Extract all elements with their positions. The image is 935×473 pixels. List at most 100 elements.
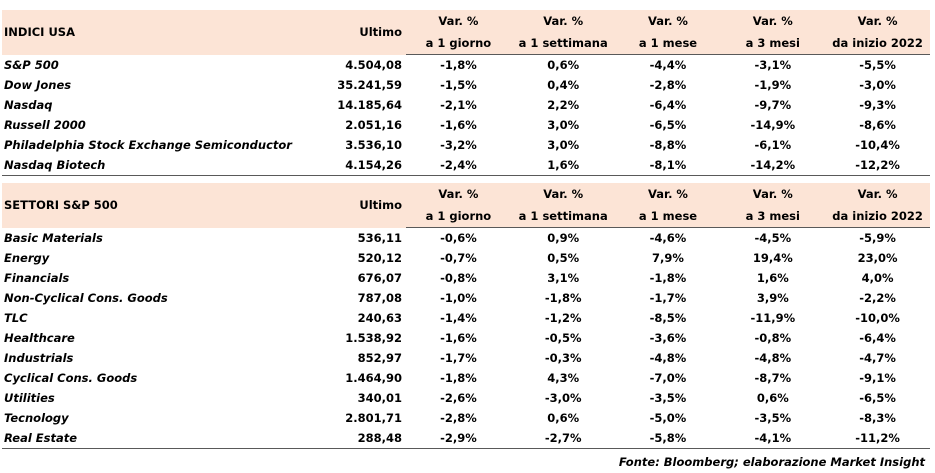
header-row: SETTORI S&P 500 Ultimo Var. % Var. % Var. % V… bbox=[2, 183, 930, 228]
table-header: INDICI USA Ultimo Var. % Var. % Var. % Var. %… bbox=[2, 10, 930, 55]
cell: 1,6% bbox=[510, 155, 616, 176]
cell: -5,8% bbox=[615, 428, 721, 449]
cell: 3.536,10 bbox=[345, 138, 402, 152]
cell: -10,4% bbox=[855, 138, 900, 152]
cell: -3,5% bbox=[754, 411, 792, 425]
row-label: Utilities bbox=[4, 391, 55, 405]
cell: 340,01 bbox=[357, 391, 402, 405]
row-label: Real Estate bbox=[2, 428, 332, 449]
column-header: Var. % bbox=[510, 183, 616, 205]
header-row: a 1 giorno a 1 settimana a 1 mese a 3 mesi d… bbox=[2, 32, 930, 55]
cell: -14,9% bbox=[750, 118, 796, 132]
cell: -0,3% bbox=[544, 351, 582, 365]
row-label: Financials bbox=[4, 271, 70, 285]
cell: -6,1% bbox=[754, 138, 792, 152]
row-label: Industrials bbox=[4, 351, 74, 365]
cell: 0,9% bbox=[547, 231, 580, 245]
cell: -7,0% bbox=[649, 371, 687, 385]
row-label: Tecnology bbox=[4, 411, 69, 425]
table-row: Cyclical Cons. Goods 1.464,90 -1,8% 4,3% -7,… bbox=[2, 368, 930, 388]
table-row: Real Estate 288,48 -2,9% -2,7% -5,8% -4,1% -11… bbox=[2, 428, 930, 449]
column-header: a 1 giorno bbox=[406, 32, 511, 55]
row-label: Russell 2000 bbox=[4, 118, 86, 132]
cell: 2.051,16 bbox=[345, 118, 402, 132]
cell: -4,5% bbox=[754, 231, 792, 245]
cell: 0,5% bbox=[547, 251, 580, 265]
cell: -2,7% bbox=[510, 428, 616, 449]
cell: -3,0% bbox=[544, 391, 582, 405]
cell: 4.154,26 bbox=[332, 155, 406, 176]
cell: -1,9% bbox=[754, 78, 792, 92]
cell: 0,6% bbox=[547, 411, 580, 425]
table-row: Utilities 340,01 -2,6% -3,0% -3,5% 0,6% -6,5% bbox=[2, 388, 930, 408]
cell: -3,6% bbox=[649, 331, 687, 345]
cell: -4,8% bbox=[754, 351, 792, 365]
source-note: Fonte: Bloomberg; elaborazione Market In… bbox=[618, 455, 925, 469]
header-row: a 1 giorno a 1 settimana a 1 mese a 3 mesi d… bbox=[2, 205, 930, 228]
cell: 0,4% bbox=[547, 78, 580, 92]
cell: 7,9% bbox=[652, 251, 684, 265]
cell: -5,5% bbox=[859, 58, 896, 72]
cell: -6,5% bbox=[859, 391, 896, 405]
cell: 35.241,59 bbox=[337, 78, 402, 92]
table-row: Dow Jones 35.241,59 -1,5% 0,4% -2,8% -1,9% -3,… bbox=[2, 75, 930, 95]
cell: 1.538,92 bbox=[345, 331, 402, 345]
cell: -6,4% bbox=[649, 98, 687, 112]
cell: 536,11 bbox=[357, 230, 402, 245]
column-header: a 3 mesi bbox=[720, 205, 826, 228]
cell: -2,2% bbox=[859, 291, 896, 305]
cell: -1,4% bbox=[440, 311, 477, 325]
cell: 3,1% bbox=[547, 271, 580, 285]
cell: 0,6% bbox=[547, 58, 580, 72]
cell: -0,8% bbox=[440, 271, 477, 285]
cell: -0,8% bbox=[754, 331, 792, 345]
table-body: S&P 500 4.504,08 -1,8% 0,6% -4,4% -3,1% -5,5% D… bbox=[2, 55, 930, 176]
cell: -1,6% bbox=[440, 331, 477, 345]
cell: -9,7% bbox=[754, 98, 792, 112]
cell: -12,2% bbox=[825, 155, 930, 176]
cell: -0,6% bbox=[440, 231, 477, 245]
column-header: Var. % bbox=[825, 10, 930, 32]
column-header: a 1 settimana bbox=[510, 205, 616, 228]
cell: -1,7% bbox=[649, 291, 687, 305]
cell: 4,3% bbox=[547, 371, 580, 385]
data-table: SETTORI S&P 500 Ultimo Var. % Var. % Var. % V… bbox=[2, 183, 930, 449]
cell: 3,0% bbox=[547, 118, 580, 132]
cell: 240,63 bbox=[357, 311, 402, 325]
cell: 3,0% bbox=[547, 138, 580, 152]
column-header: Ultimo bbox=[332, 10, 406, 55]
cell: -4,6% bbox=[649, 231, 687, 245]
cell: -2,8% bbox=[440, 411, 477, 425]
cell: 1,6% bbox=[756, 271, 789, 285]
cell: -1,0% bbox=[440, 291, 477, 305]
column-header: Var. % bbox=[825, 183, 930, 205]
cell: 4.504,08 bbox=[345, 57, 402, 72]
cell: -2,4% bbox=[406, 155, 511, 176]
table-row: TLC 240,63 -1,4% -1,2% -8,5% -11,9% -10,0% bbox=[2, 308, 930, 328]
cell: -1,8% bbox=[440, 371, 477, 385]
column-header: Var. % bbox=[615, 10, 721, 32]
table-row: S&P 500 4.504,08 -1,8% 0,6% -4,4% -3,1% -5,5% bbox=[2, 55, 930, 76]
cell: -8,3% bbox=[859, 411, 896, 425]
row-label: Non-Cyclical Cons. Goods bbox=[4, 291, 168, 305]
table-row: Nasdaq Biotech 4.154,26 -2,4% 1,6% -8,1% -14,… bbox=[2, 155, 930, 176]
cell: -1,2% bbox=[544, 311, 582, 325]
cell: -4,4% bbox=[649, 58, 687, 72]
column-header: Ultimo bbox=[332, 183, 406, 228]
cell: -2,9% bbox=[406, 428, 511, 449]
row-label: Philadelphia Stock Exchange Semiconducto… bbox=[4, 138, 292, 152]
cell: -1,8% bbox=[649, 271, 687, 285]
cell: -6,5% bbox=[649, 118, 687, 132]
cell: -3,5% bbox=[649, 391, 687, 405]
cell: -5,9% bbox=[859, 231, 896, 245]
row-label: S&P 500 bbox=[4, 57, 59, 72]
cell: -10,0% bbox=[855, 311, 900, 325]
row-label: Energy bbox=[4, 251, 50, 265]
data-table: INDICI USA Ultimo Var. % Var. % Var. % Var. %… bbox=[2, 10, 930, 176]
cell: -8,5% bbox=[649, 311, 687, 325]
cell: 787,08 bbox=[357, 291, 402, 305]
cell: -3,0% bbox=[859, 78, 896, 92]
table-row: Basic Materials 536,11 -0,6% 0,9% -4,6% -4,5%… bbox=[2, 228, 930, 249]
cell: -6,4% bbox=[859, 331, 896, 345]
